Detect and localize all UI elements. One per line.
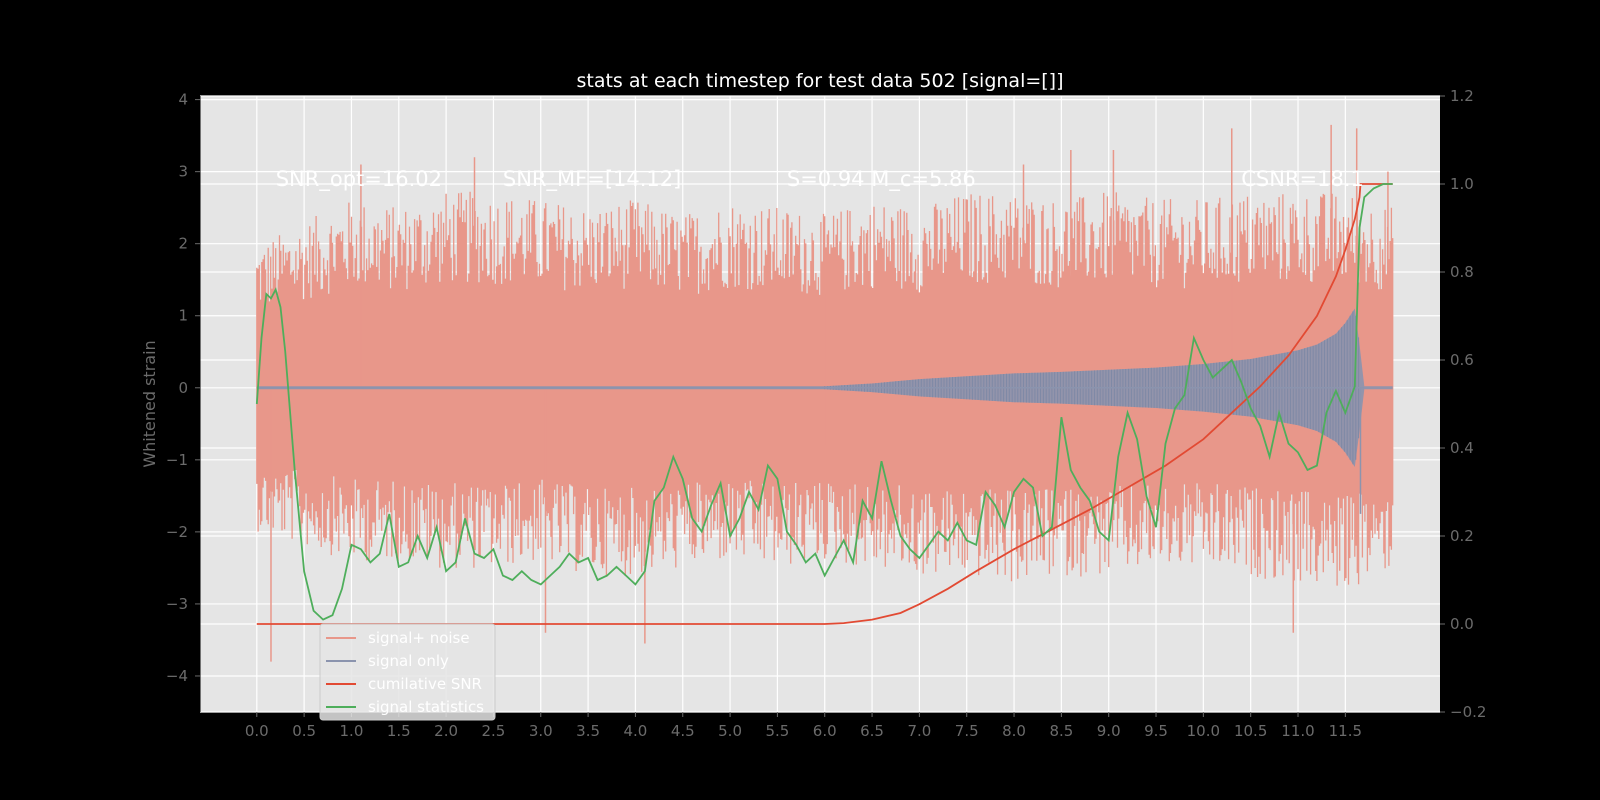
legend-label: cumilative SNR (368, 675, 482, 693)
x-tick-label: 10.0 (1187, 722, 1220, 740)
x-tick-label: 2.5 (482, 722, 506, 740)
y-tick-label: 0 (178, 379, 188, 397)
x-tick-label: 3.0 (529, 722, 553, 740)
x-tick-label: 9.0 (1097, 722, 1121, 740)
x-tick-label: 11.0 (1281, 722, 1314, 740)
series-signal-statistics (255, 183, 1393, 621)
legend-label: signal statistics (368, 698, 484, 716)
y2-tick-label: 0.4 (1450, 439, 1474, 457)
x-tick-label: 1.0 (340, 722, 364, 740)
y2-tick-label: 1.2 (1450, 87, 1474, 105)
legend-box (319, 623, 496, 721)
x-tick-label: 1.5 (387, 722, 411, 740)
legend-label: signal only (368, 652, 449, 670)
y-tick-label: −2 (166, 523, 188, 541)
y-tick-label: −4 (166, 667, 188, 685)
y2-tick-label: 1.0 (1450, 175, 1474, 193)
y-tick-label: 4 (178, 91, 188, 109)
x-tick-label: 4.0 (623, 722, 647, 740)
annotations: SNR_opt=16.02 SNR_MF=[14.12] S=0.94 M_c=5.… (276, 167, 1364, 192)
y-tick-label: 2 (178, 235, 188, 253)
annotation-2: SNR_MF=[14.12] (503, 167, 681, 192)
y-tick-label: −1 (166, 451, 188, 469)
x-tick-label: 10.5 (1234, 722, 1267, 740)
series-signal-only (256, 308, 1393, 514)
x-tick-label: 8.0 (1002, 722, 1026, 740)
x-tick-label: 11.5 (1329, 722, 1362, 740)
annotation-1: SNR_opt=16.02 (276, 167, 442, 192)
y-tick-label: 1 (178, 307, 188, 325)
x-tick-label: 0.0 (245, 722, 269, 740)
y2-tick-label: 0.2 (1450, 527, 1474, 545)
x-tick-label: 3.5 (576, 722, 600, 740)
x-tick-label: 2.0 (434, 722, 458, 740)
y2-tick-label: −0.2 (1450, 703, 1486, 721)
annotation-4: CSNR=18.1 (1241, 167, 1364, 191)
x-tick-label: 9.5 (1144, 722, 1168, 740)
series-layer (255, 124, 1394, 662)
y-tick-label: −3 (166, 595, 188, 613)
y2-tick-label: 0.6 (1450, 351, 1474, 369)
x-tick-label: 6.0 (813, 722, 837, 740)
y2-tick-label: 0.8 (1450, 263, 1474, 281)
x-tick-label: 5.5 (765, 722, 789, 740)
series-cumulative-snr (256, 183, 1393, 625)
x-tick-label: 4.5 (671, 722, 695, 740)
x-tick-label: 6.5 (860, 722, 884, 740)
legend: signal+ noise signal only cumilative SNR si… (319, 623, 496, 721)
y-axis-label: Whitened strain (140, 340, 159, 467)
x-tick-label: 7.5 (955, 722, 979, 740)
chart-title: stats at each timestep for test data 502… (576, 70, 1063, 92)
y2-tick-label: 0.0 (1450, 615, 1474, 633)
series-signal-plus-noise (256, 124, 1394, 662)
annotation-3: S=0.94 M_c=5.86 (787, 167, 976, 192)
x-tick-label: 5.0 (718, 722, 742, 740)
x-tick-label: 7.0 (907, 722, 931, 740)
y-tick-label: 3 (178, 163, 188, 181)
legend-label: signal+ noise (368, 629, 470, 647)
x-tick-label: 0.5 (292, 722, 316, 740)
x-tick-label: 8.5 (1049, 722, 1073, 740)
